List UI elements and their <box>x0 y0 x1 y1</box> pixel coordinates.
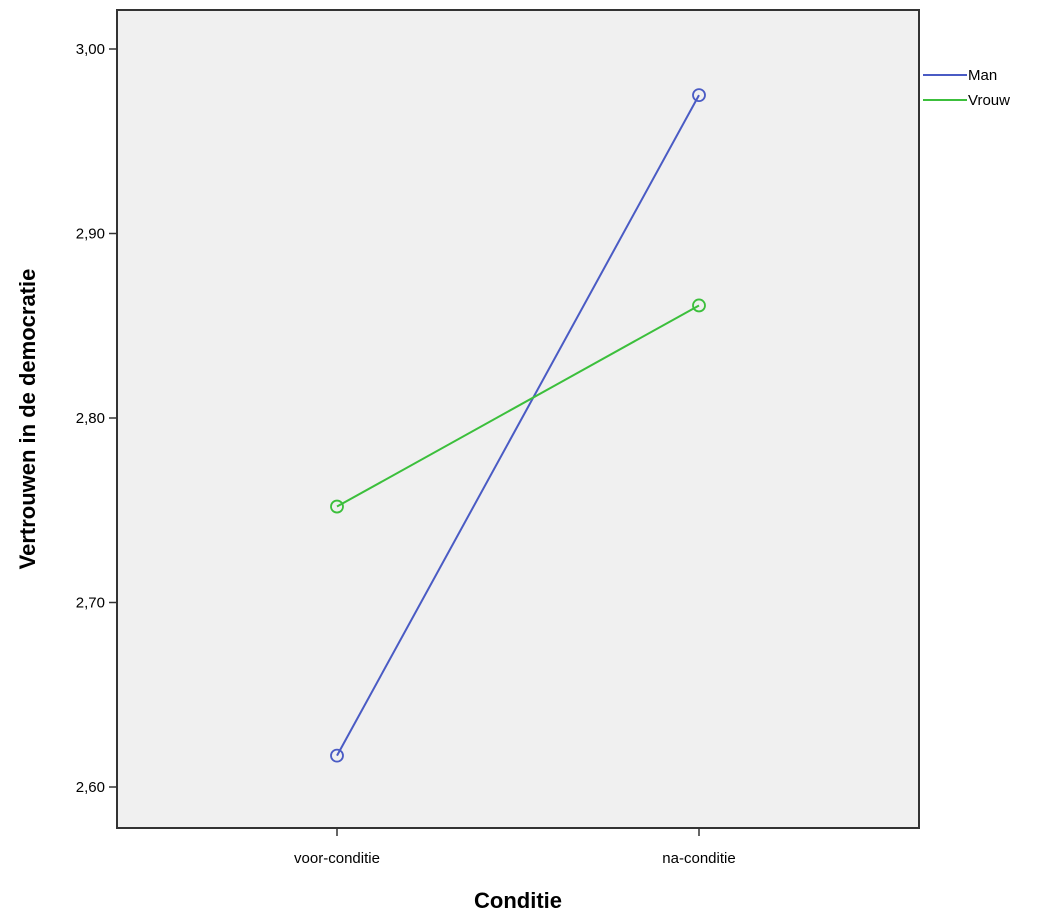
plot-area <box>116 9 920 829</box>
legend: Man Vrouw <box>923 67 1010 109</box>
y-tick-label: 2,80 <box>76 410 105 427</box>
y-axis-title: Vertrouwen in de democratie <box>15 269 40 570</box>
y-tick-label: 2,70 <box>76 595 105 612</box>
legend-label-man: Man <box>968 67 997 84</box>
series-line-man <box>336 94 700 757</box>
data-point-vrouw <box>330 499 344 514</box>
x-axis-title: Conditie <box>474 888 562 913</box>
y-axis: 2,60 2,70 2,80 2,90 3,00 <box>76 41 117 796</box>
x-tick-label: voor-conditie <box>294 850 380 867</box>
data-point-vrouw <box>692 298 706 313</box>
y-tick-label: 2,90 <box>76 226 105 243</box>
data-point-man <box>330 748 344 763</box>
series-line-vrouw <box>336 304 700 508</box>
x-tick-label: na-conditie <box>662 850 735 867</box>
x-axis: voor-conditie na-conditie <box>294 828 736 867</box>
y-tick-label: 3,00 <box>76 41 105 58</box>
y-tick-label: 2,60 <box>76 779 105 796</box>
data-point-man <box>692 88 706 103</box>
series-layer <box>330 88 706 763</box>
legend-label-vrouw: Vrouw <box>968 92 1010 109</box>
